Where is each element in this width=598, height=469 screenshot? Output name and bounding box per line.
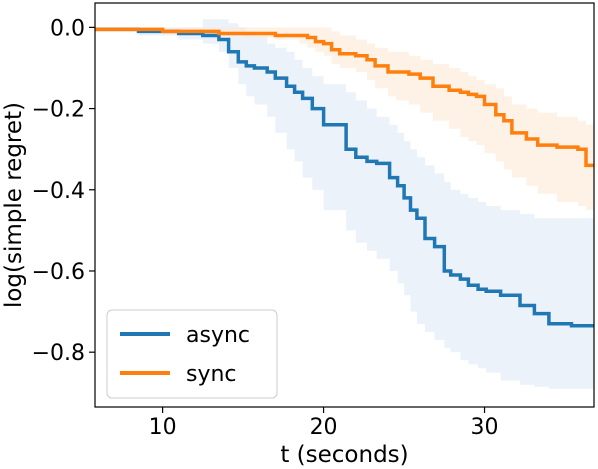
x-tick-label: 30 [471,415,499,440]
y-tick-label: −0.4 [32,179,85,204]
x-tick-label: 20 [310,415,338,440]
y-tick-label: −0.2 [32,98,85,123]
y-axis-ticks: 0.0 −0.2 −0.4 −0.6 −0.8 [32,16,95,366]
x-tick-label: 10 [149,415,177,440]
y-axis-label: log(simple regret) [1,102,27,308]
band-async [95,19,594,389]
legend-label-async: async [186,323,250,348]
legend-label-sync: sync [186,362,237,387]
confidence-bands [95,19,594,389]
x-axis-ticks: 10 20 30 [149,407,499,440]
plot-frame [94,2,595,408]
y-tick-label: −0.8 [32,341,85,366]
line-sync [95,27,594,168]
x-axis-label: t (seconds) [280,442,408,468]
line-async [95,27,594,328]
series-lines [95,27,594,328]
legend: async sync [106,309,278,399]
band-sync [95,27,594,215]
y-tick-label: −0.6 [32,260,85,285]
y-tick-label: 0.0 [50,16,85,41]
